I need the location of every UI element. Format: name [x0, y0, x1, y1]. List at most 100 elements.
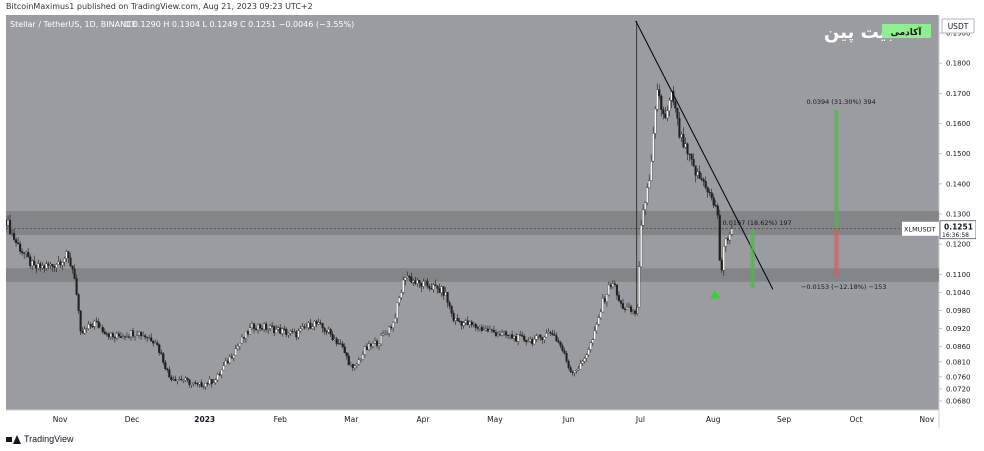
candle-body	[162, 353, 165, 363]
candle-body	[166, 368, 169, 370]
candle-body	[460, 321, 463, 326]
candle-body	[228, 356, 231, 364]
candle-body	[45, 263, 48, 269]
candle-body	[720, 260, 723, 271]
y-tick-label: 0.1100	[946, 271, 971, 279]
y-tick-label: 0.0680	[946, 397, 971, 405]
candle-body	[625, 307, 629, 310]
candle-body	[224, 360, 227, 366]
candle-body	[484, 328, 487, 331]
candle-body	[494, 332, 498, 336]
candle-body	[492, 330, 495, 333]
y-tick-label: 0.1400	[946, 180, 971, 188]
candle-body	[627, 306, 631, 308]
candle-body	[23, 252, 26, 254]
candle-body	[295, 331, 298, 338]
candle-body	[353, 365, 356, 368]
candle-body	[119, 336, 122, 338]
candle-body	[486, 328, 489, 332]
currency-badge[interactable]	[941, 18, 975, 34]
candle-body	[194, 382, 197, 384]
footer-brand[interactable]: TradingView	[6, 434, 74, 444]
candle-body	[248, 327, 252, 335]
currency-label: USDT	[948, 22, 969, 31]
candle-body	[617, 295, 621, 301]
candle-body	[144, 335, 147, 338]
candle-body	[329, 329, 332, 335]
candle-body	[422, 281, 425, 287]
candle-body	[200, 382, 203, 387]
candle-body	[730, 228, 733, 235]
candle-body	[180, 378, 183, 381]
svg-text:آکادمی: آکادمی	[891, 26, 923, 38]
candle-body	[267, 328, 270, 330]
x-tick-label: Nov	[53, 415, 68, 424]
candle-body	[587, 349, 590, 355]
y-tick-label: 0.0760	[946, 373, 971, 381]
x-tick-label: Jun	[562, 415, 575, 424]
candle-body	[424, 280, 427, 282]
candle-body	[607, 284, 610, 295]
candle-body	[678, 118, 681, 138]
chart-area[interactable]: 0.0394 (31.30%) 394 0.0197 (18.62%) 197 −0…	[4, 15, 977, 428]
candle-body	[311, 326, 314, 329]
candle-body	[472, 324, 475, 326]
candle-body	[89, 324, 92, 327]
candle-body	[283, 328, 286, 330]
y-tick-label: 0.1040	[946, 289, 971, 297]
candle-body	[186, 377, 189, 380]
candle-body	[684, 143, 687, 148]
candle-body	[146, 336, 149, 338]
candle-body	[17, 242, 20, 245]
candle-body	[236, 345, 239, 349]
candle-body	[575, 370, 578, 372]
candle-body	[117, 333, 120, 337]
candle-body	[279, 327, 282, 334]
candle-body	[632, 310, 635, 312]
candle-body	[442, 286, 445, 296]
candle-body	[696, 171, 699, 176]
candle-body	[658, 89, 661, 97]
candle-body	[275, 329, 278, 334]
candle-body	[202, 386, 205, 388]
candle-body	[392, 321, 395, 328]
candle-body	[291, 331, 294, 333]
price-chart[interactable]: 0.0394 (31.30%) 394 0.0197 (18.62%) 197 −0…	[4, 15, 977, 428]
candle-body	[244, 331, 247, 339]
candle-body	[79, 310, 82, 332]
candle-body	[29, 256, 32, 266]
candle-body	[549, 332, 552, 334]
candle-body	[73, 268, 76, 279]
candle-body	[642, 209, 645, 226]
bounce-marker-triangle	[710, 290, 721, 299]
candle-body	[468, 321, 471, 326]
candle-body	[394, 317, 397, 323]
candle-body	[646, 187, 649, 203]
candle-body	[728, 234, 731, 241]
x-tick-label: 2023	[194, 415, 215, 424]
candle-body	[85, 328, 88, 330]
candle-body	[27, 252, 30, 257]
candle-body	[367, 343, 370, 350]
candle-body	[285, 329, 288, 335]
candle-body	[317, 322, 320, 325]
candle-body	[321, 323, 324, 329]
candle-body	[692, 159, 695, 166]
y-tick-label: 0.0720	[946, 385, 971, 393]
candle-body	[174, 378, 177, 381]
candle-body	[369, 343, 373, 347]
tradingview-logo-icon	[6, 434, 21, 444]
candle-body	[674, 101, 677, 109]
candle-body	[325, 331, 328, 333]
candle-body	[47, 263, 50, 266]
candle-body	[654, 108, 657, 134]
candle-body	[710, 192, 713, 198]
candle-body	[676, 107, 679, 119]
candle-body	[113, 336, 116, 339]
candle-body	[39, 263, 42, 269]
candle-body	[250, 323, 254, 328]
y-tick-label: 0.1500	[946, 150, 971, 158]
candle-body	[373, 340, 377, 344]
candle-body	[303, 326, 306, 329]
candle-body	[561, 345, 564, 351]
